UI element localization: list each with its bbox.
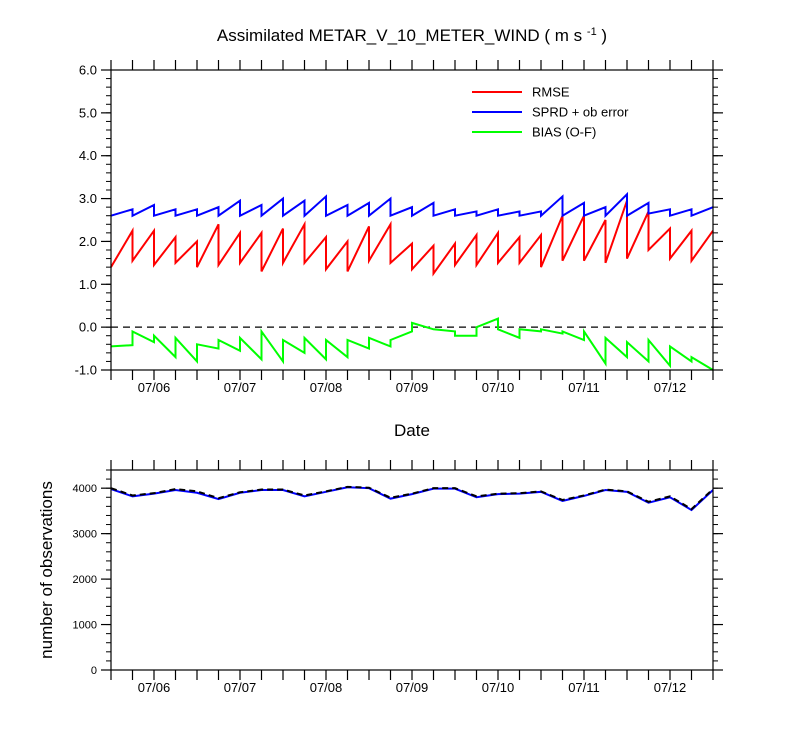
chart-title: Assimilated METAR_V_10_METER_WIND ( m s …	[217, 26, 607, 45]
top-y-tick-label: 0.0	[79, 320, 97, 335]
top-x-tick-label: 07/09	[396, 380, 429, 395]
top-series-group	[110, 191, 714, 371]
legend-entry: RMSE	[532, 85, 570, 100]
top-y-tick-label: 3.0	[79, 191, 97, 206]
bottom-series-group	[110, 485, 714, 512]
top-x-tick-label: 07/07	[224, 380, 257, 395]
legend: RMSE SPRD + ob error BIAS (O-F)	[472, 85, 629, 140]
legend-entry: BIAS (O-F)	[532, 125, 596, 140]
bottom-x-tick-label: 07/07	[224, 680, 257, 695]
bottom-y-tick-label: 1000	[73, 620, 97, 632]
bottom-y-tick-label: 3000	[73, 529, 97, 541]
series-line-rmse	[110, 200, 714, 277]
bottom-y-tick-label: 4000	[73, 483, 97, 495]
top-x-tick-label: 07/06	[138, 380, 171, 395]
bottom-x-tick-label: 07/08	[310, 680, 343, 695]
series-line-sprd-ob-error	[110, 191, 714, 219]
bottom-x-tick-label: 07/06	[138, 680, 171, 695]
legend-entry: SPRD + ob error	[532, 105, 629, 120]
x-axis-title: Date	[394, 421, 430, 440]
bottom-axes-group: 07/06 07/07 07/08 07/09 07/10 07/11 07/12 0 1000…	[73, 460, 723, 695]
bottom-chart: 07/06 07/07 07/08 07/09 07/10 07/11 07/12 0 1000…	[37, 460, 723, 695]
bottom-x-tick-label: 07/12	[654, 680, 687, 695]
bottom-y-tick-label: 2000	[73, 574, 97, 586]
top-y-tick-label: -1.0	[75, 363, 97, 378]
bottom-plot-frame	[110, 469, 714, 671]
bottom-x-tick-label: 07/09	[396, 680, 429, 695]
bottom-x-tick-label: 07/10	[482, 680, 515, 695]
series-line-bias-o-f-	[110, 317, 714, 371]
bottom-x-tick-label: 07/11	[568, 680, 600, 695]
top-y-tick-label: 1.0	[79, 277, 97, 292]
bottom-y-tick-label: 0	[91, 665, 97, 677]
top-y-tick-label: 6.0	[79, 63, 97, 78]
top-axes-group: 07/06 07/07 07/08 07/09 07/10 07/11 07/12 -1.0 0…	[75, 60, 723, 395]
y-axis-title: number of observations	[37, 481, 56, 659]
top-y-tick-label: 2.0	[79, 234, 97, 249]
top-x-tick-label: 07/12	[654, 380, 687, 395]
top-x-tick-label: 07/10	[482, 380, 515, 395]
top-chart: Assimilated METAR_V_10_METER_WIND ( m s …	[75, 26, 723, 440]
top-x-tick-label: 07/11	[568, 380, 600, 395]
top-x-tick-label: 07/08	[310, 380, 343, 395]
observations-possible-line	[110, 485, 714, 511]
top-y-tick-label: 4.0	[79, 148, 97, 163]
top-y-tick-label: 5.0	[79, 105, 97, 120]
